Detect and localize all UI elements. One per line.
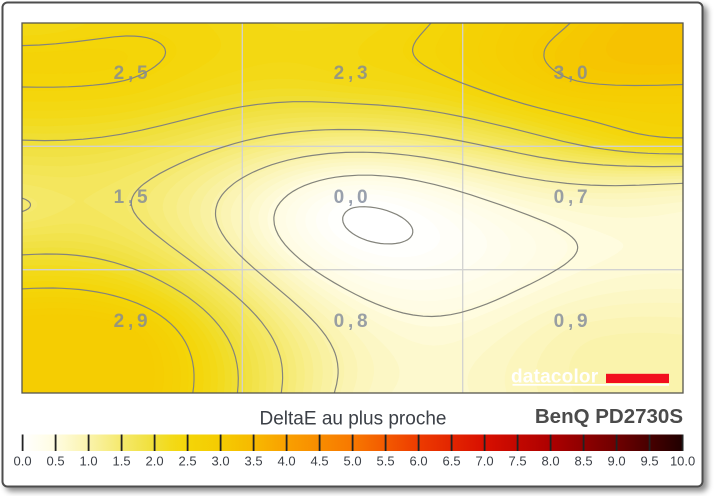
svg-text:7.5: 7.5 — [509, 454, 527, 469]
svg-text:BenQ PD2730S: BenQ PD2730S — [535, 405, 683, 428]
svg-text:5.0: 5.0 — [344, 454, 362, 469]
svg-text:9.5: 9.5 — [641, 454, 659, 469]
svg-text:0,9: 0,9 — [554, 311, 592, 332]
svg-text:6.5: 6.5 — [443, 454, 461, 469]
svg-text:5.5: 5.5 — [377, 454, 395, 469]
svg-text:8.5: 8.5 — [575, 454, 593, 469]
svg-text:1.0: 1.0 — [80, 454, 98, 469]
svg-text:3.5: 3.5 — [245, 454, 263, 469]
svg-text:0.0: 0.0 — [14, 454, 32, 469]
svg-text:datacolor: datacolor — [511, 367, 599, 388]
svg-text:9.0: 9.0 — [608, 454, 626, 469]
svg-text:2,3: 2,3 — [334, 63, 372, 84]
svg-text:2,5: 2,5 — [114, 63, 152, 84]
svg-text:DeltaE au plus proche: DeltaE au plus proche — [260, 409, 447, 430]
svg-text:0,8: 0,8 — [334, 311, 372, 332]
svg-text:6.0: 6.0 — [410, 454, 428, 469]
svg-text:10.0: 10.0 — [670, 454, 695, 469]
svg-text:2.0: 2.0 — [146, 454, 164, 469]
svg-text:0,0: 0,0 — [334, 187, 372, 208]
svg-text:8.0: 8.0 — [542, 454, 560, 469]
svg-text:3.0: 3.0 — [212, 454, 230, 469]
svg-text:4.5: 4.5 — [311, 454, 329, 469]
svg-text:0,7: 0,7 — [554, 187, 592, 208]
svg-text:1,5: 1,5 — [114, 187, 152, 208]
svg-text:4.0: 4.0 — [278, 454, 296, 469]
svg-text:2,9: 2,9 — [114, 311, 152, 332]
svg-text:1.5: 1.5 — [113, 454, 131, 469]
svg-text:2.5: 2.5 — [179, 454, 197, 469]
svg-text:7.0: 7.0 — [476, 454, 494, 469]
svg-text:0.5: 0.5 — [47, 454, 65, 469]
svg-text:3,0: 3,0 — [554, 63, 592, 84]
